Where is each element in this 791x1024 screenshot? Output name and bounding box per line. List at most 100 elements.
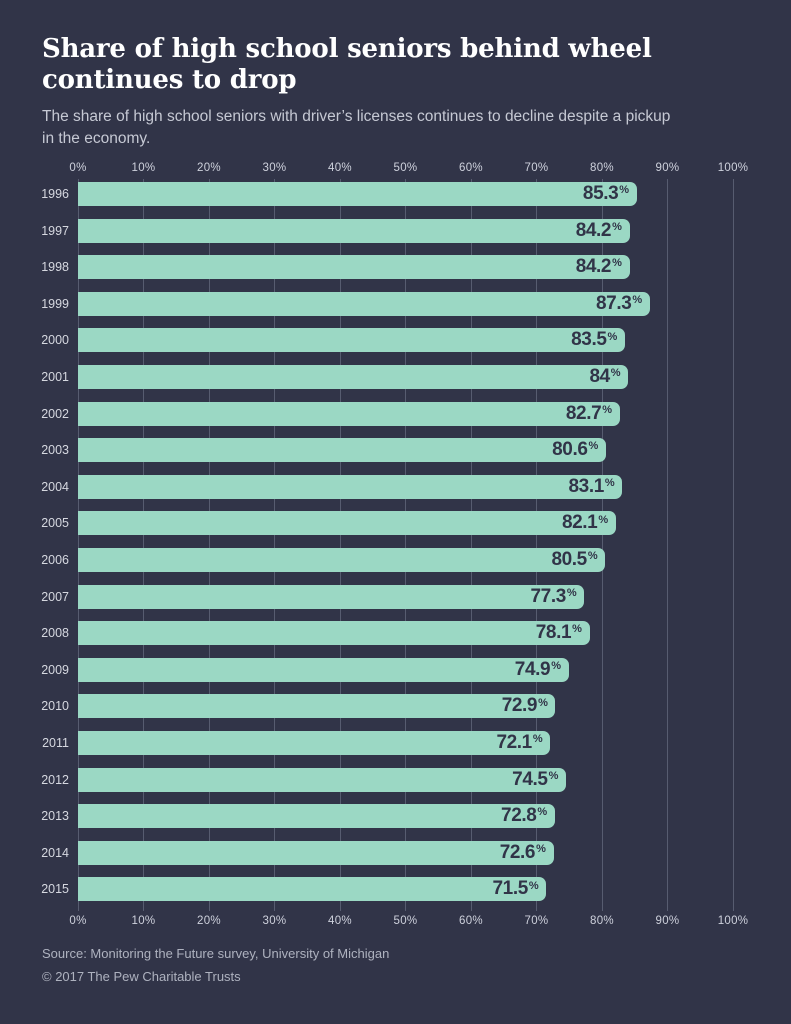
year-label: 1997 [41,223,69,238]
percent-sign: % [532,733,543,746]
bar-row: 2006 80.5% [41,545,733,582]
value-bar: 72.9% [78,694,556,719]
bar-row: 2014 72.6% [41,838,733,875]
bar-track: 80.6% [78,438,733,463]
bar-track: 78.1% [78,621,733,646]
gridline [208,179,210,911]
percent-sign: % [572,623,582,636]
value-number: 72.9 [501,695,538,717]
x-axis-bottom: 0% 10% 20% 30% 40% 50% 60% 70% 80% 90% 100% [69,915,748,929]
axis-tick: 10% [131,915,156,927]
percent-sign: % [612,257,622,270]
year-label: 2004 [41,479,69,494]
axis-tick: 40% [328,915,352,927]
bar-track: 84.2% [78,255,733,280]
bar-track: 83.5% [78,328,733,353]
value-label: 84% [589,366,620,388]
copyright-note: © 2017 The Pew Charitable Trusts [42,969,241,984]
value-bar: 72.1% [78,730,551,755]
bar-row: 2009 74.9% [41,655,733,692]
value-bar: 84.2% [78,218,630,243]
year-label: 2001 [41,369,69,384]
percent-sign: % [538,696,548,709]
percent-sign: % [566,586,577,599]
bar-row: 2002 82.7% [41,399,733,436]
bar-rows: 1996 85.3% 1997 84.2% 1998 84.2% 1999 87… [41,179,733,911]
value-number: 85.3 [582,183,619,204]
bar-row: 1999 87.3% [41,289,733,326]
year-label: 1999 [41,296,69,311]
axis-tick: 100% [717,915,749,927]
value-label: 74.9% [515,659,561,681]
bar-track: 74.9% [78,657,733,682]
percent-sign: % [604,477,615,490]
bar-row: 1996 85.3% [41,179,733,216]
gridlines-layer [77,179,734,911]
year-label: 2014 [41,845,69,860]
year-label: 2010 [41,699,69,714]
bar-track: 72.6% [78,840,733,865]
value-bar: 82.1% [78,511,616,536]
year-label: 2006 [41,552,69,567]
axis-tick: 60% [459,162,483,174]
year-label: 1998 [41,260,69,275]
gridline [77,179,79,911]
value-bar: 72.8% [78,804,555,829]
bar-row: 2008 78.1% [41,618,733,655]
value-bar: 78.1% [78,621,590,646]
bar-track: 74.5% [78,767,733,792]
axis-tick: 80% [590,162,614,174]
axis-tick: 40% [328,162,352,174]
axis-tick: 10% [131,162,156,174]
percent-sign: % [632,294,642,307]
axis-tick: 70% [524,915,549,927]
chart-subtitle-line-1: The share of high school seniors with dr… [42,108,671,125]
value-number: 80.5 [551,548,587,570]
percent-sign: % [528,879,539,892]
value-label: 72.1% [496,732,542,754]
value-label: 82.7% [566,403,612,425]
year-label: 2011 [42,735,69,750]
value-label: 72.6% [500,842,546,864]
bar-track: 71.5% [78,877,733,902]
bar-row: 2012 74.5% [41,765,733,802]
bar-track: 87.3% [78,291,733,316]
percent-sign: % [607,330,618,343]
year-label: 2003 [41,443,69,458]
value-number: 87.3 [596,292,632,314]
value-bar: 80.5% [78,547,606,572]
axis-tick: 60% [459,915,483,927]
value-number: 78.1 [535,622,572,644]
value-number: 72.6 [499,841,536,863]
value-label: 78.1% [536,622,582,644]
percent-sign: % [537,806,547,819]
axis-tick: 70% [524,162,549,174]
axis-tick: 80% [590,915,614,927]
value-number: 82.1 [561,512,598,534]
bar-track: 80.5% [78,547,733,572]
value-label: 71.5% [493,878,539,900]
value-number: 74.9 [514,658,551,680]
bar-track: 83.1% [78,474,733,499]
value-label: 83.5% [571,329,617,351]
percent-sign: % [587,550,598,563]
year-label: 2005 [41,516,69,531]
year-label: 2007 [41,589,69,604]
plot-area: 1996 85.3% 1997 84.2% 1998 84.2% 1999 87… [41,179,734,911]
value-bar: 74.9% [78,657,569,682]
value-bar: 71.5% [78,877,547,902]
bar-row: 1998 84.2% [41,252,733,289]
bar-track: 85.3% [78,182,733,206]
year-label: 2015 [41,882,69,897]
gridline [470,179,472,911]
axis-tick: 50% [393,915,418,927]
value-label: 77.3% [531,586,577,608]
value-bar: 83.5% [78,328,625,353]
value-bar: 74.5% [78,767,566,792]
bar-row: 2001 84% [41,362,733,399]
value-number: 84.2 [575,219,612,241]
bar-row: 1997 84.2% [41,216,733,253]
year-label: 2002 [41,406,69,421]
gridline [667,179,668,911]
year-label: 2009 [41,662,69,677]
